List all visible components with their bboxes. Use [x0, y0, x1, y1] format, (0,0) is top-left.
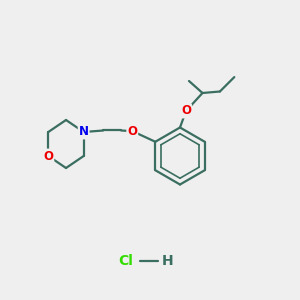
- Text: Cl: Cl: [118, 254, 134, 268]
- Text: H: H: [162, 254, 174, 268]
- Text: O: O: [127, 124, 137, 138]
- Text: O: O: [43, 149, 53, 163]
- Text: N: N: [79, 125, 89, 139]
- Text: O: O: [181, 104, 191, 118]
